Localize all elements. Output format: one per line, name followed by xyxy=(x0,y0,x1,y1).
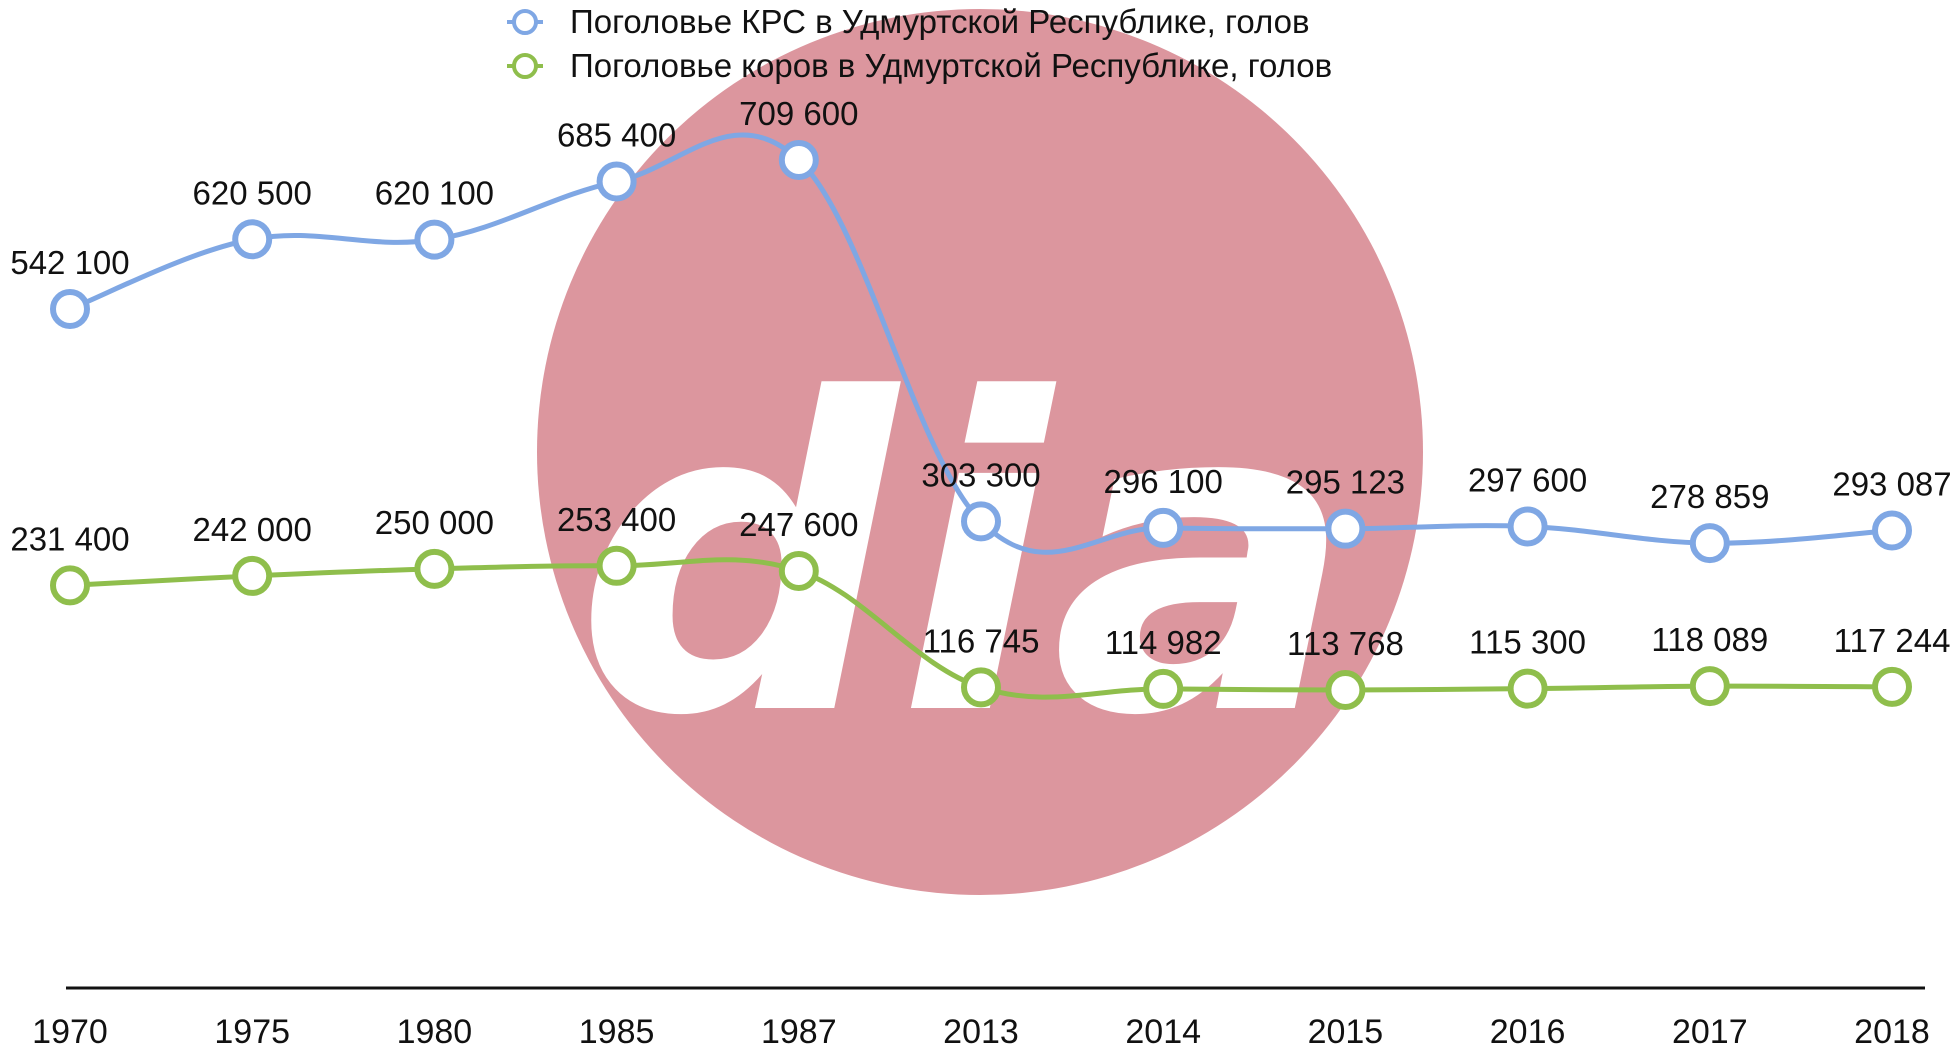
data-label: 247 600 xyxy=(739,506,858,543)
legend-entry-1: Поголовье КРС в Удмуртской Республике, г… xyxy=(507,3,1309,40)
data-point xyxy=(1689,666,1730,707)
data-label: 113 768 xyxy=(1287,625,1404,662)
x-tick-label: 1987 xyxy=(761,1013,837,1048)
legend: Поголовье КРС в Удмуртской Республике, г… xyxy=(507,3,1332,84)
data-label: 117 244 xyxy=(1834,622,1951,659)
legend-label-1: Поголовье КРС в Удмуртской Республике, г… xyxy=(570,3,1309,40)
data-point xyxy=(1325,508,1366,549)
data-point xyxy=(1872,510,1912,551)
series-2: 231 400 242 000 250 000 253 400 247 600 116 7… xyxy=(10,501,1951,710)
data-label: 542 100 xyxy=(10,244,129,281)
data-label: 253 400 xyxy=(557,501,676,538)
data-label: 118 089 xyxy=(1651,621,1768,658)
legend-marker-1 xyxy=(512,9,538,35)
x-tick-label: 2013 xyxy=(943,1013,1019,1048)
x-tick-label: 1980 xyxy=(397,1013,473,1048)
data-label: 297 600 xyxy=(1468,461,1587,498)
data-point xyxy=(961,667,1001,708)
data-label: 620 500 xyxy=(193,174,312,211)
data-point xyxy=(1325,670,1366,710)
data-point xyxy=(596,545,637,586)
data-point xyxy=(414,219,455,260)
legend-entry-2: Поголовье коров в Удмуртской Республике,… xyxy=(507,47,1332,84)
data-point xyxy=(1507,668,1548,709)
legend-marker-2 xyxy=(512,53,538,79)
data-point xyxy=(232,219,273,260)
data-point xyxy=(1872,666,1912,707)
x-axis: 1970 1975 1980 1985 1987 2013 2014 2015 2016 2017… xyxy=(32,986,1930,1048)
data-point xyxy=(1507,506,1548,547)
data-label: 620 100 xyxy=(375,175,494,212)
data-label: 296 100 xyxy=(1104,463,1223,500)
data-label: 231 400 xyxy=(10,520,129,557)
x-tick-label: 1985 xyxy=(579,1013,655,1048)
data-label: 278 859 xyxy=(1650,478,1769,515)
data-point xyxy=(1143,668,1184,709)
series-layer: 542 100 620 500 620 100 685 400 709 600 303 3… xyxy=(10,95,1952,710)
data-label: 685 400 xyxy=(557,117,676,154)
x-tick-label: 2015 xyxy=(1308,1013,1384,1048)
data-point xyxy=(778,550,819,591)
x-tick-label: 2018 xyxy=(1854,1013,1930,1048)
watermark-circle xyxy=(537,9,1423,895)
data-label: 116 745 xyxy=(923,622,1040,659)
data-point xyxy=(778,140,819,180)
series-line-1 xyxy=(67,132,1895,555)
data-label: 295 123 xyxy=(1286,464,1405,501)
x-tick-label: 2017 xyxy=(1672,1013,1748,1048)
legend-label-2: Поголовье коров в Удмуртской Республике,… xyxy=(570,47,1332,84)
data-point xyxy=(50,288,90,329)
x-tick-label: 1975 xyxy=(214,1013,290,1048)
x-tick-label: 2014 xyxy=(1125,1013,1201,1048)
data-point xyxy=(50,565,90,606)
data-point xyxy=(1143,507,1184,548)
data-point xyxy=(232,555,273,596)
x-tick-label: 2016 xyxy=(1490,1013,1566,1048)
data-point xyxy=(961,501,1001,542)
data-label: 293 087 xyxy=(1832,465,1951,502)
data-point xyxy=(596,161,637,202)
data-label: 114 982 xyxy=(1105,624,1222,661)
x-tick-label: 1970 xyxy=(32,1013,108,1048)
data-label: 250 000 xyxy=(375,504,494,541)
data-label: 242 000 xyxy=(193,511,312,548)
data-label: 115 300 xyxy=(1469,624,1586,661)
data-point xyxy=(1689,523,1730,564)
data-label: 709 600 xyxy=(739,95,858,132)
series-1: 542 100 620 500 620 100 685 400 709 600 303 3… xyxy=(10,95,1952,564)
data-label: 303 300 xyxy=(921,456,1040,493)
data-point xyxy=(414,548,455,589)
